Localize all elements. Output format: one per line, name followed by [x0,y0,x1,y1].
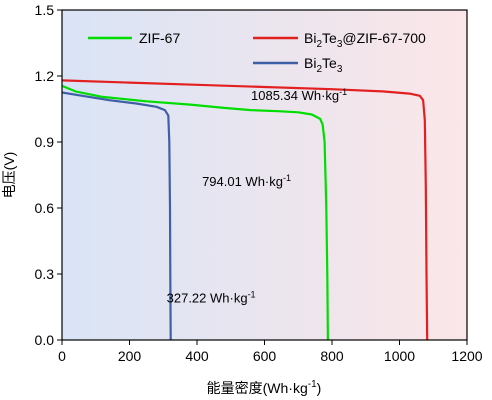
x-tick-label: 600 [253,348,277,364]
annotation-327-22: 327.22 Wh·kg-1 [167,290,256,306]
y-tick-label: 1.5 [35,2,55,18]
legend-label-zif-67: ZIF-67 [139,30,180,46]
series-line-bi2te3zif [61,79,429,341]
x-tick-label: 1000 [384,348,415,364]
x-tick-label: 800 [320,348,344,364]
y-tick-label: 0.0 [35,332,55,348]
legend: ZIF-67 Bi2Te3@ZIF-67-700 Bi2Te3 [88,30,426,75]
x-tick-label: 400 [185,348,209,364]
series-line-bi2te3 [61,91,172,341]
y-axis-title: 电压(V) [1,152,17,199]
x-axis-title: 能量密度(Wh·kg-1) [207,379,322,396]
y-tick-label: 0.3 [35,266,55,282]
x-tick-label: 200 [118,348,142,364]
y-tick-label: 0.6 [35,200,55,216]
series-line-zif [61,84,329,341]
y-tick-label: 0.9 [35,134,55,150]
series-layer [61,79,429,341]
plot-area-background [62,10,467,340]
annotation-794-01: 794.01 Wh·kg-1 [202,173,291,189]
legend-label-bi2te3-zif-67-700: Bi2Te3@ZIF-67-700 [304,30,426,50]
x-tick-label: 0 [58,348,66,364]
ticks-layer: 0 200 400 600 800 1000 1200 0.0 0.3 0.6 0.9 1.2 1.5 [35,2,483,364]
x-tick-label: 1200 [451,348,482,364]
annotation-1085-34: 1085.34 Wh·kg-1 [251,87,347,103]
legend-label-bi2te3: Bi2Te3 [304,55,343,75]
y-tick-label: 1.2 [35,68,55,84]
